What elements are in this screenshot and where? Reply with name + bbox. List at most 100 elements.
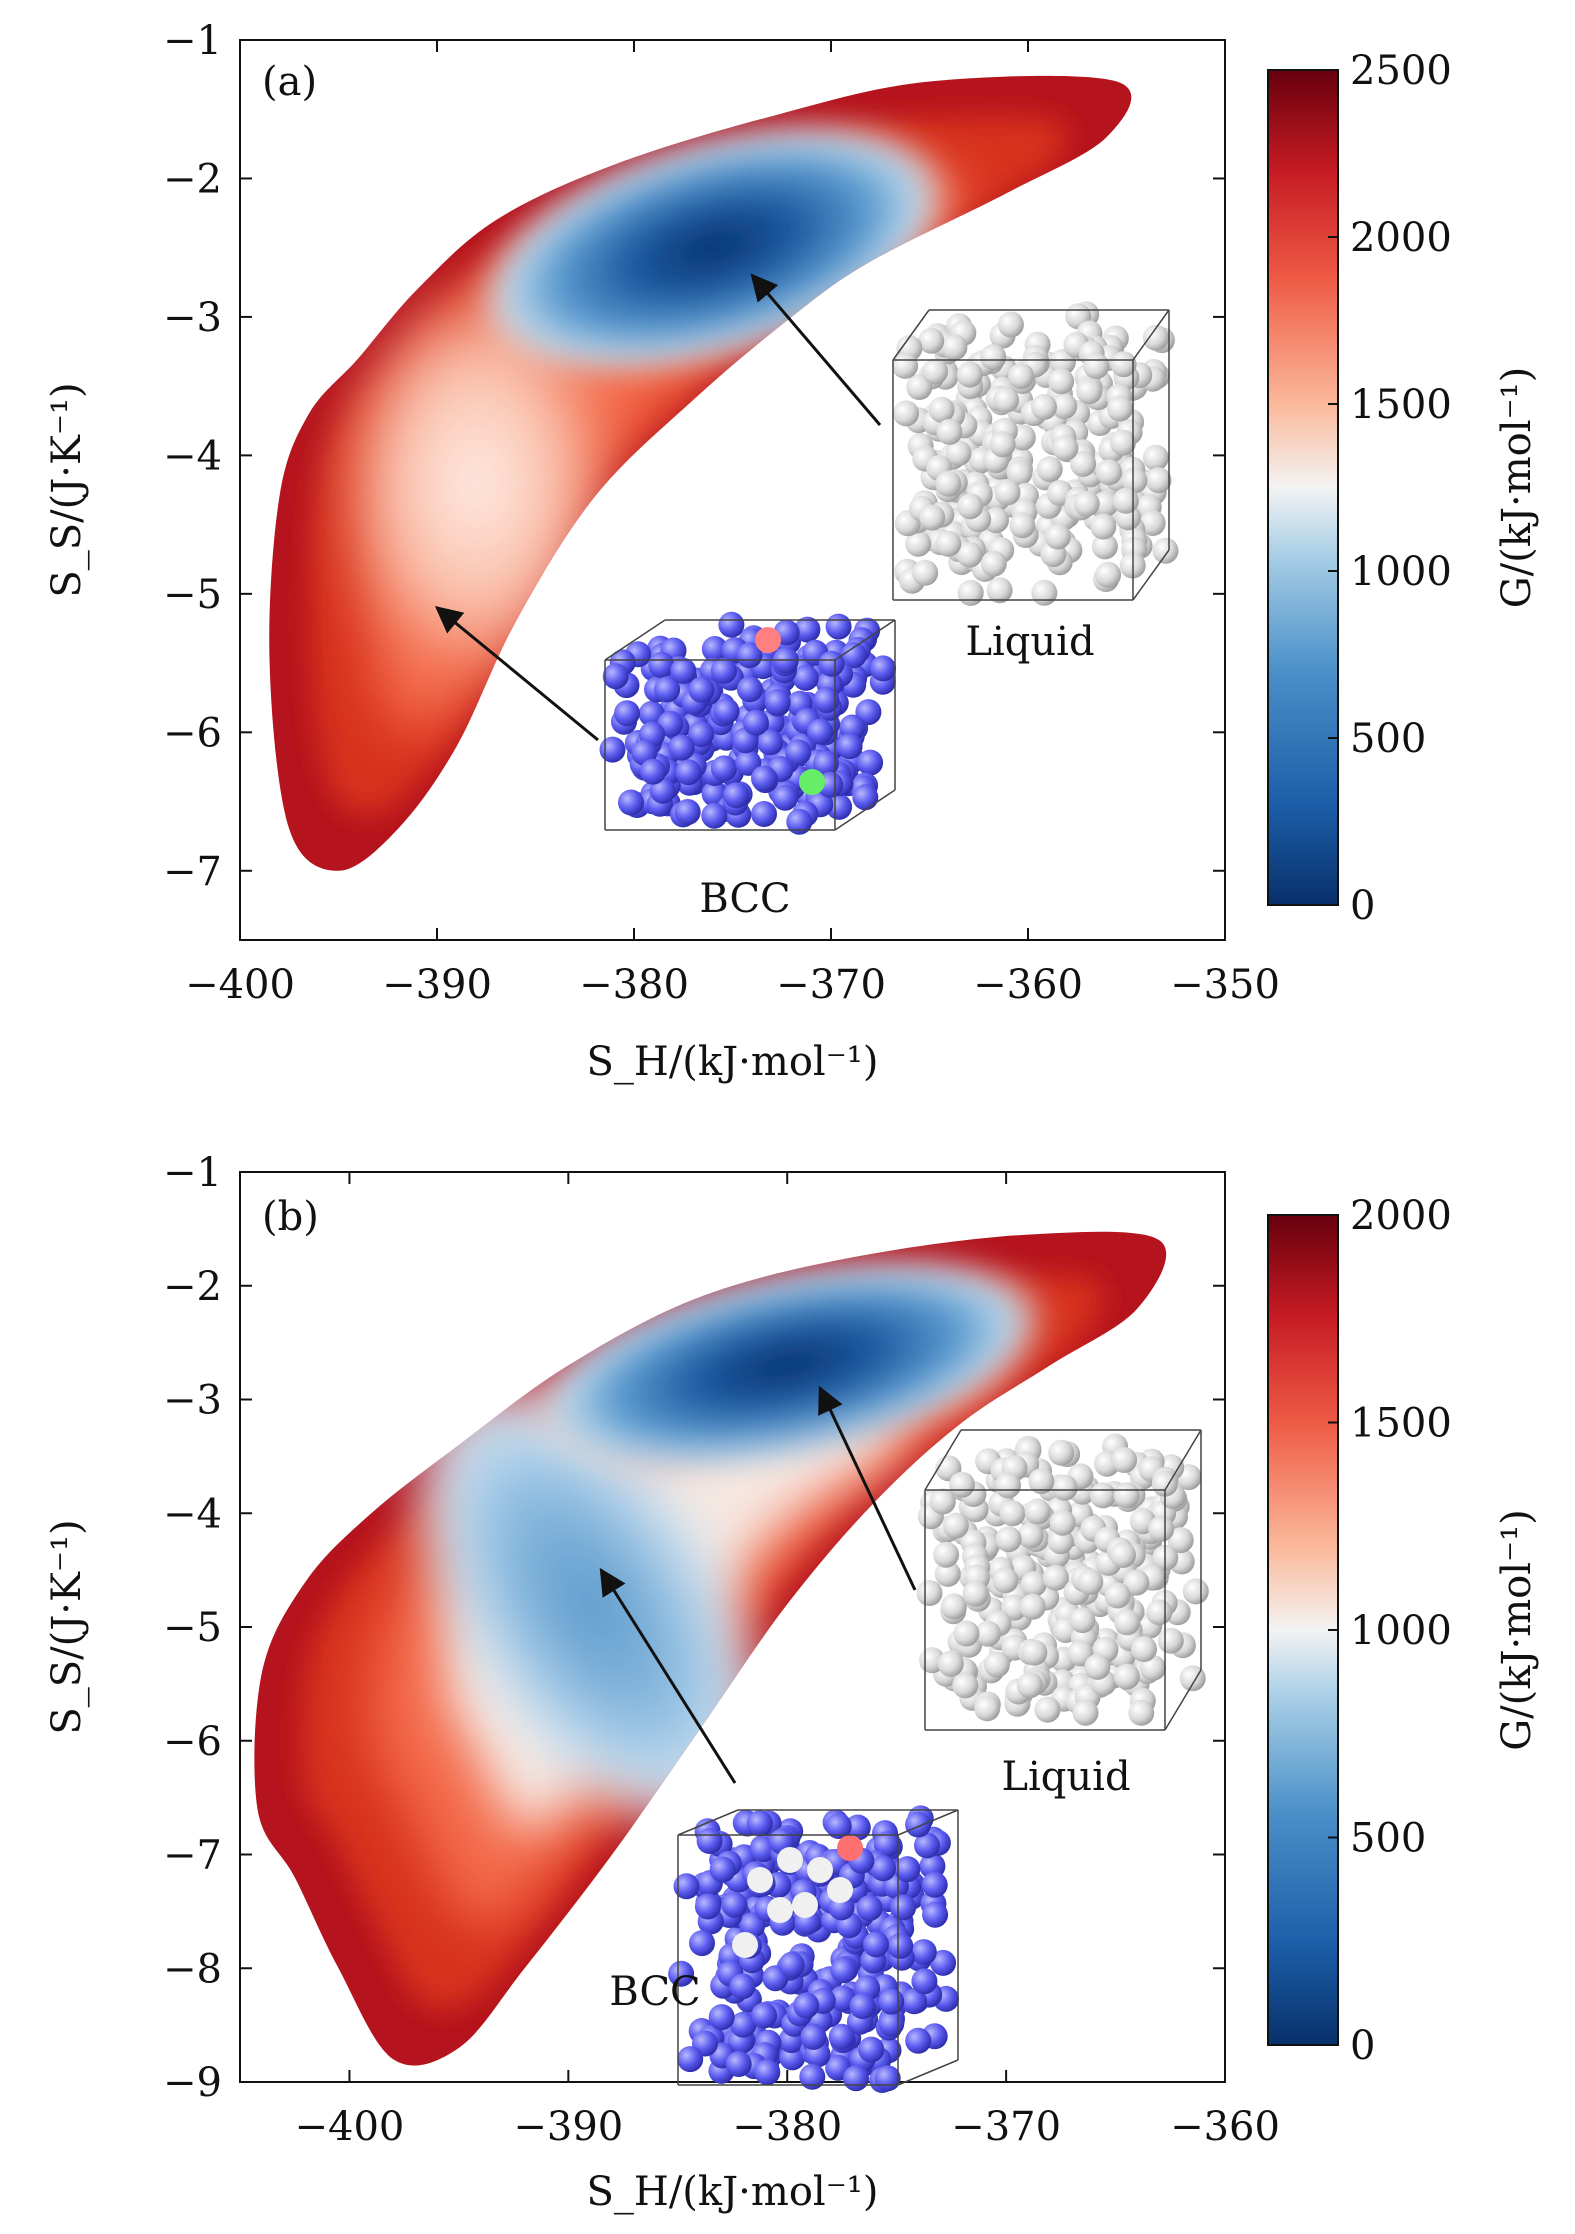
atom xyxy=(1019,1593,1046,1620)
atom xyxy=(764,689,791,715)
atom xyxy=(757,729,784,756)
atom xyxy=(614,700,640,727)
atom xyxy=(668,1960,695,1987)
atom xyxy=(1008,363,1034,390)
atom xyxy=(1121,467,1148,494)
x-tick-label: −370 xyxy=(776,962,886,1008)
atom xyxy=(870,1855,896,1882)
colorbar-tick-label: 2000 xyxy=(1350,1193,1452,1239)
atom xyxy=(825,613,852,640)
colorbar-tick-label: 0 xyxy=(1350,883,1375,929)
colorbar-ticks-b: 0 500 1000 1500 2000 xyxy=(1328,1193,1452,2069)
atom xyxy=(725,2051,752,2077)
atom xyxy=(1152,537,1179,564)
colorbar-tick-label: 2000 xyxy=(1350,215,1452,261)
annotation-liquid-a: Liquid xyxy=(965,619,1094,665)
atom xyxy=(786,808,813,835)
y-axis-label-a: S_S/(J·K⁻¹) xyxy=(44,382,90,597)
box-edge xyxy=(1164,1429,1202,1491)
atom xyxy=(933,1541,960,1568)
y-tick-label: −5 xyxy=(163,1605,222,1651)
atom xyxy=(1020,1571,1047,1598)
atom xyxy=(799,2063,826,2090)
atom xyxy=(1016,1672,1043,1699)
colorbar-tick-label: 1000 xyxy=(1350,549,1452,595)
atom xyxy=(668,734,695,761)
colorbar-tick-label: 2500 xyxy=(1350,48,1452,94)
colorbar-tick-label: 1500 xyxy=(1350,382,1452,428)
box-edge xyxy=(924,1429,962,1491)
arrow-bcc-a xyxy=(434,605,599,742)
atom xyxy=(709,1856,736,1883)
atom xyxy=(922,358,949,385)
atom xyxy=(1091,533,1118,560)
atom xyxy=(807,1857,833,1883)
atom xyxy=(1049,1509,1076,1536)
atom xyxy=(1028,1468,1055,1495)
atom xyxy=(1090,513,1117,540)
atom xyxy=(792,1892,818,1918)
atom xyxy=(1024,1498,1051,1525)
atom xyxy=(918,327,945,354)
atom xyxy=(694,1893,721,1920)
atom xyxy=(674,799,701,825)
atom xyxy=(894,1856,921,1883)
annotation-liquid-b: Liquid xyxy=(1001,1754,1130,1800)
atom xyxy=(956,541,983,568)
atom xyxy=(739,1912,766,1939)
y-tick-label: −3 xyxy=(163,295,222,341)
atom xyxy=(1031,579,1058,606)
x-tick-label: −360 xyxy=(973,962,1083,1008)
atom xyxy=(893,400,920,427)
annotation-bcc-b: BCC xyxy=(609,1969,700,2015)
y-axis-label-b: S_S/(J·K⁻¹) xyxy=(44,1519,90,1734)
atom xyxy=(599,736,626,763)
arrow-liquid-b xyxy=(818,1385,917,1591)
atom xyxy=(837,1835,863,1861)
panel-label-b: (b) xyxy=(262,1194,319,1240)
y-tick-label: −7 xyxy=(163,1833,222,1879)
colorbar-tick-label: 500 xyxy=(1350,716,1426,762)
atom xyxy=(1110,429,1136,456)
colorbar-label-a: G/(kJ·mol⁻¹) xyxy=(1494,367,1540,609)
atom xyxy=(863,1931,889,1958)
atom xyxy=(777,1847,803,1873)
panel-b: −400 −390 −380 −370 −360 −1 −2 −3 −4 −5 −6 −7 −8 −9 (… xyxy=(44,1150,1540,2215)
atom xyxy=(654,676,681,703)
atom xyxy=(718,611,745,638)
y-tick-label: −5 xyxy=(163,572,222,618)
atom xyxy=(1104,1582,1131,1609)
atom xyxy=(649,777,676,804)
atom xyxy=(1001,1594,1028,1621)
atom xyxy=(905,1811,932,1838)
x-tick-label: −350 xyxy=(1170,962,1280,1008)
atom xyxy=(934,1560,961,1587)
atom xyxy=(732,1932,758,1958)
atom xyxy=(618,789,644,816)
atom xyxy=(870,655,896,682)
atom xyxy=(992,1567,1019,1594)
atom xyxy=(1113,1663,1140,1690)
x-tick-label: −380 xyxy=(579,962,689,1008)
atom xyxy=(952,1672,979,1699)
x-axis-label-a: S_H/(kJ·mol⁻¹) xyxy=(587,1039,879,1085)
atom xyxy=(701,636,728,662)
atom xyxy=(1051,1474,1078,1501)
bcc-snapshot-b xyxy=(668,1805,959,2093)
colorbar-tick-label: 1000 xyxy=(1350,1608,1452,1654)
atom xyxy=(696,1828,723,1854)
x-tick-label: −390 xyxy=(382,962,492,1008)
atom xyxy=(999,1500,1026,1527)
atom xyxy=(855,699,882,726)
atom xyxy=(751,2002,778,2029)
atom xyxy=(852,784,879,811)
atom xyxy=(1052,434,1079,461)
colorbar-label-b: G/(kJ·mol⁻¹) xyxy=(1494,1509,1540,1751)
atom xyxy=(825,1813,852,1839)
atom xyxy=(1179,1665,1206,1692)
atom xyxy=(602,663,629,690)
x-tick-label: −370 xyxy=(951,2104,1061,2150)
box-edge xyxy=(897,2059,959,2086)
atom xyxy=(995,1526,1022,1553)
free-energy-map-b xyxy=(254,1231,1167,2066)
